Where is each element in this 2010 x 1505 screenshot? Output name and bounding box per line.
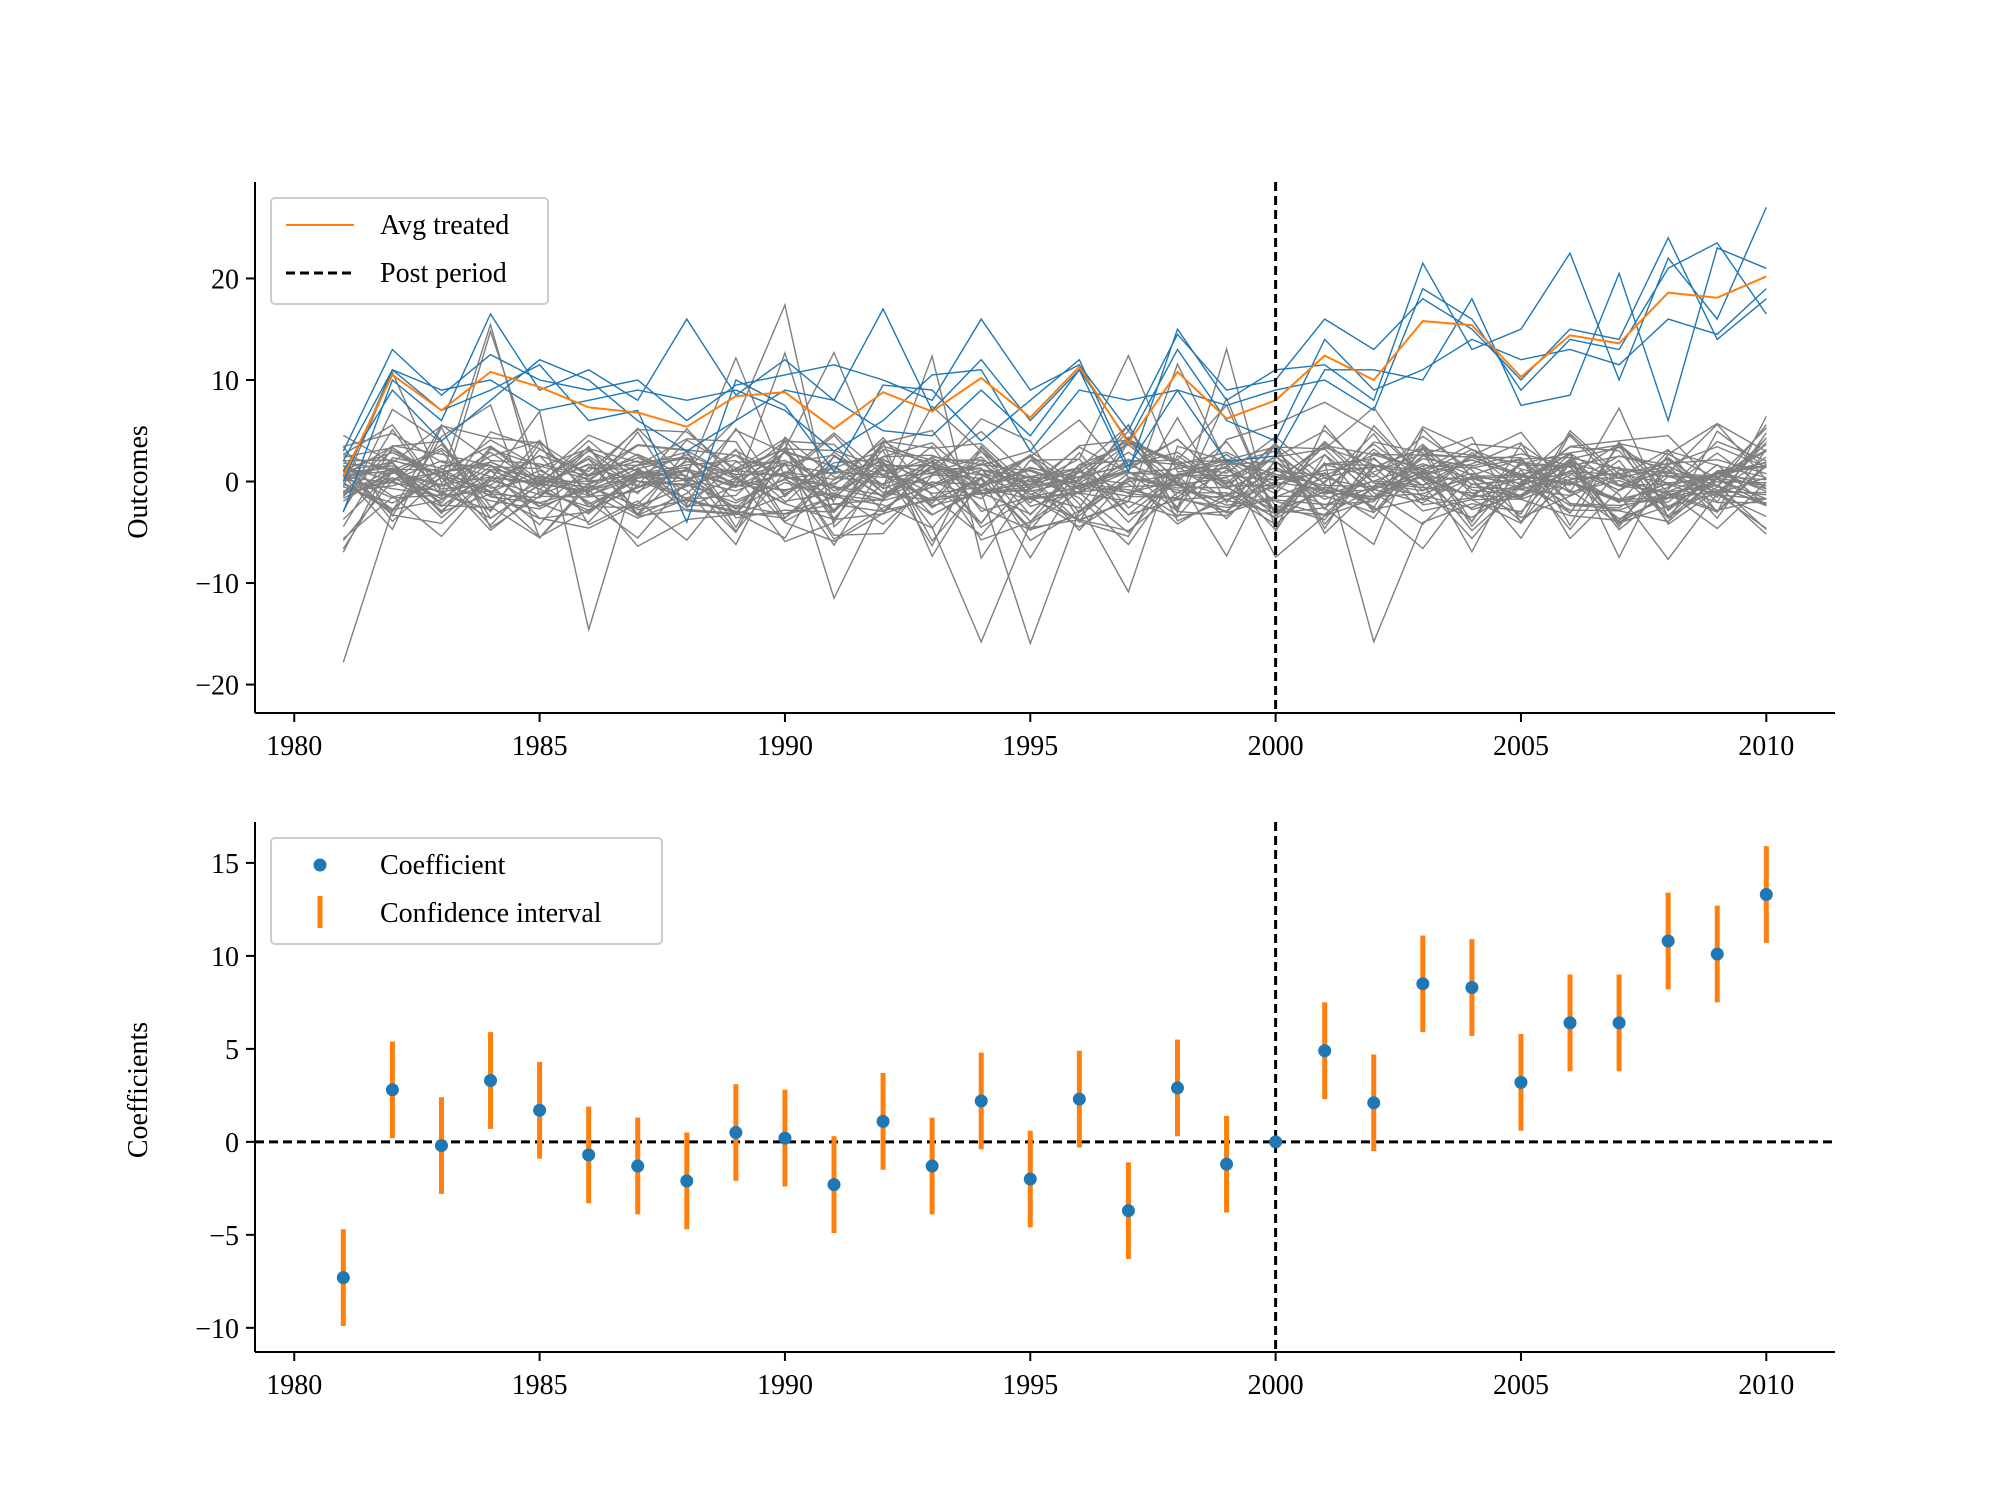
treated-unit-line bbox=[342, 247, 1767, 525]
coefficients-y-tick-label: 5 bbox=[225, 1035, 239, 1066]
coefficient-reference-lines bbox=[255, 822, 1835, 1352]
coefficients-y-tick-label: −5 bbox=[209, 1221, 239, 1252]
legend-avg-treated-label: Avg treated bbox=[380, 210, 509, 241]
control-unit-line bbox=[342, 440, 1767, 527]
control-unit-line bbox=[342, 427, 1767, 538]
coefficient-point bbox=[1269, 1135, 1283, 1149]
legend-post-period-label: Post period bbox=[380, 258, 507, 289]
coefficients-panel: 1980 1985 1990 1995 2000 2005 2010−10−5051015 … bbox=[123, 822, 1835, 1401]
coefficients-legend-box bbox=[270, 837, 663, 945]
control-unit-line bbox=[343, 441, 1767, 538]
outcomes-x-tick-label: 1990 bbox=[757, 731, 813, 762]
coefficient-point bbox=[925, 1159, 939, 1173]
coefficient-point bbox=[1563, 1016, 1577, 1030]
coefficient-point bbox=[1121, 1204, 1135, 1218]
outcomes-x-tick-label: 2005 bbox=[1493, 731, 1549, 762]
control-unit-line bbox=[343, 329, 1767, 534]
coefficient-point bbox=[729, 1126, 743, 1140]
coefficient-point bbox=[1759, 888, 1773, 902]
coefficients-y-tick-label: 10 bbox=[211, 942, 239, 973]
outcome-lines bbox=[342, 207, 1767, 663]
outcomes-y-tick-label: 10 bbox=[211, 366, 239, 397]
coefficient-point bbox=[1170, 1081, 1184, 1095]
outcomes-y-tick-label: −20 bbox=[195, 671, 239, 702]
coefficient-point bbox=[1612, 1016, 1626, 1030]
legend-coefficient-label: Coefficient bbox=[380, 850, 506, 881]
coefficient-point bbox=[1514, 1075, 1528, 1089]
treated-unit-line bbox=[342, 236, 1767, 452]
outcomes-y-tick-label: −10 bbox=[195, 569, 239, 600]
control-unit-line bbox=[343, 322, 1767, 594]
coefficient-point bbox=[974, 1094, 988, 1108]
treated-unit-line bbox=[342, 207, 1767, 513]
control-unit-line bbox=[343, 424, 1767, 537]
control-unit-line bbox=[342, 425, 1767, 559]
legend-confidence-interval-label: Confidence interval bbox=[380, 898, 602, 929]
coefficients-x-tick-label: 2005 bbox=[1493, 1370, 1549, 1401]
coefficient-point bbox=[1367, 1096, 1381, 1110]
control-unit-line bbox=[343, 405, 1767, 530]
coefficient-point bbox=[1220, 1157, 1234, 1171]
control-unit-line bbox=[343, 424, 1767, 538]
outcomes-x-tick-label: 2000 bbox=[1248, 731, 1304, 762]
control-unit-line bbox=[343, 440, 1767, 543]
control-unit-line bbox=[343, 356, 1767, 542]
coefficients-x-tick-label: 1995 bbox=[1002, 1370, 1058, 1401]
coefficient-point bbox=[1023, 1172, 1037, 1186]
coefficients-y-tick-label: 15 bbox=[211, 849, 239, 880]
coefficient-point bbox=[827, 1178, 841, 1192]
outcomes-x-tick-label: 1995 bbox=[1002, 731, 1058, 762]
coefficient-point bbox=[1661, 934, 1675, 948]
coefficients-x-tick-label: 1980 bbox=[266, 1370, 322, 1401]
coefficient-point bbox=[385, 1083, 399, 1097]
coefficient-point bbox=[1416, 977, 1430, 991]
coefficient-point bbox=[1318, 1044, 1332, 1058]
coefficients-axes: 1980 1985 1990 1995 2000 2005 2010 −10 −5 0 5 10 15 bbox=[195, 822, 1835, 1401]
coefficients-x-tick-label: 1985 bbox=[512, 1370, 568, 1401]
coefficient-point bbox=[1072, 1092, 1086, 1106]
outcomes-y-tick-label: 20 bbox=[211, 264, 239, 295]
control-unit-line bbox=[342, 350, 1767, 553]
coefficients-x-tick-label: 1990 bbox=[757, 1370, 813, 1401]
coefficient-point bbox=[1710, 947, 1724, 961]
outcomes-y-tick-label: 0 bbox=[225, 468, 239, 499]
treated-unit-line bbox=[342, 241, 1767, 482]
outcomes-panel: 1980 1985 1990 1995 2000 2005 2010−20−1001020 … bbox=[123, 182, 1835, 762]
coefficients-x-tick-label: 2010 bbox=[1738, 1370, 1794, 1401]
control-unit-line bbox=[342, 427, 1767, 561]
coefficient-point bbox=[336, 1271, 350, 1285]
coefficient-point bbox=[484, 1073, 498, 1087]
coefficient-point bbox=[778, 1131, 792, 1145]
control-unit-line bbox=[342, 423, 1767, 550]
outcomes-x-tick-label: 1980 bbox=[266, 731, 322, 762]
coefficient-point bbox=[533, 1103, 547, 1117]
outcomes-axes: 1980 1985 1990 1995 2000 2005 2010 −20 −10 0 10 20 bbox=[195, 182, 1835, 762]
coefficients-x-tick-label: 2000 bbox=[1248, 1370, 1304, 1401]
coefficient-point bbox=[876, 1114, 890, 1128]
control-unit-line bbox=[342, 431, 1767, 663]
outcomes-x-tick-label: 2010 bbox=[1738, 731, 1794, 762]
coefficient-point bbox=[680, 1174, 694, 1188]
coefficients-y-tick-label: 0 bbox=[225, 1128, 239, 1159]
control-unit-line bbox=[342, 403, 1767, 520]
legend-coefficient-swatch bbox=[313, 858, 327, 872]
control-unit-line bbox=[343, 419, 1767, 558]
coefficient-point bbox=[434, 1139, 448, 1153]
outcomes-legend: Avg treated Post period bbox=[270, 197, 549, 305]
coefficient-point bbox=[631, 1159, 645, 1173]
coefficient-point bbox=[582, 1148, 596, 1162]
coefficient-points bbox=[336, 888, 1773, 1285]
outcomes-x-tick-label: 1985 bbox=[512, 731, 568, 762]
coefficients-y-axis-title: Coefficients bbox=[123, 1022, 154, 1158]
outcomes-y-axis-title: Outcomes bbox=[123, 425, 154, 539]
control-unit-line bbox=[343, 439, 1767, 601]
avg-treated-line bbox=[342, 275, 1767, 477]
coefficients-y-tick-label: −10 bbox=[195, 1314, 239, 1345]
coefficients-legend: Coefficient Confidence interval bbox=[270, 837, 663, 945]
treated-unit-line bbox=[342, 288, 1767, 472]
coefficient-point bbox=[1465, 981, 1479, 995]
